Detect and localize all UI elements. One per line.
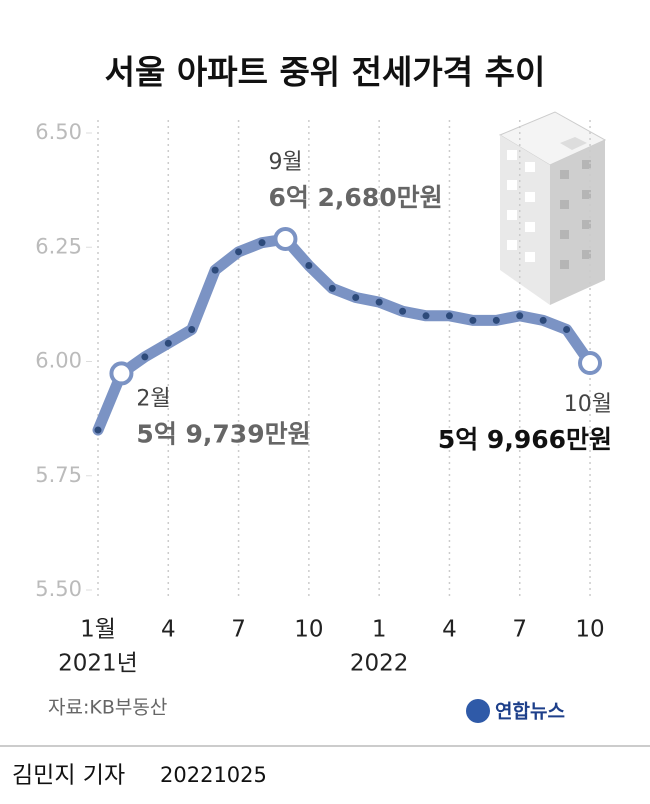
y-tick-label: 6.00: [35, 349, 82, 373]
value-label: 5억 9,739만원: [136, 419, 310, 448]
value-label: 6억 2,680만원: [268, 183, 442, 212]
point: [188, 326, 196, 334]
x-tick-label: 10: [575, 617, 604, 643]
point: [164, 339, 172, 347]
highlight-point: [273, 227, 298, 252]
x-tick-label: 10: [294, 617, 323, 643]
point: [563, 326, 571, 334]
x-tick-label: 7: [512, 617, 527, 643]
point: [141, 353, 149, 361]
y-tick-label: 6.25: [35, 234, 82, 258]
logo-icon: [466, 699, 490, 723]
building-icon: [498, 111, 607, 305]
point: [328, 284, 336, 292]
chart-title: 서울 아파트 중위 전세가격 추이: [105, 53, 546, 92]
y-tick-label: 5.50: [35, 577, 82, 601]
reporter: 김민지 기자: [12, 763, 125, 789]
point: [235, 248, 243, 256]
point: [211, 266, 219, 274]
point: [375, 298, 383, 306]
x-tick-label: 4: [161, 617, 176, 643]
y-tick-label: 6.50: [35, 120, 82, 144]
x-tick-label: 4: [442, 617, 457, 643]
point: [445, 312, 453, 320]
year-label: 2021년: [58, 651, 138, 677]
source: 자료:KB부동산: [48, 697, 167, 719]
point-label: 10월: [564, 392, 612, 417]
date: 20221025: [160, 763, 267, 787]
point: [492, 316, 500, 324]
highlight-point: [578, 351, 603, 376]
point-label: 9월: [268, 150, 302, 175]
point-label: 2월: [136, 386, 170, 411]
line: [92, 233, 596, 436]
y-tick-label: 5.75: [35, 463, 82, 487]
value-label: 5억 9,966만원: [438, 425, 612, 454]
highlight-point: [109, 361, 134, 386]
point: [258, 239, 266, 247]
point: [516, 312, 524, 320]
x-tick-label: 7: [231, 617, 246, 643]
point: [352, 294, 360, 302]
point: [305, 262, 313, 270]
x-tick-label: 1월: [80, 617, 116, 643]
point: [539, 316, 547, 324]
logo: 연합뉴스: [495, 701, 565, 723]
x-tick-label: 1: [372, 617, 387, 643]
point: [469, 316, 477, 324]
point: [94, 426, 102, 434]
year-label: 2022: [350, 651, 409, 677]
point: [422, 312, 430, 320]
point: [399, 307, 407, 315]
